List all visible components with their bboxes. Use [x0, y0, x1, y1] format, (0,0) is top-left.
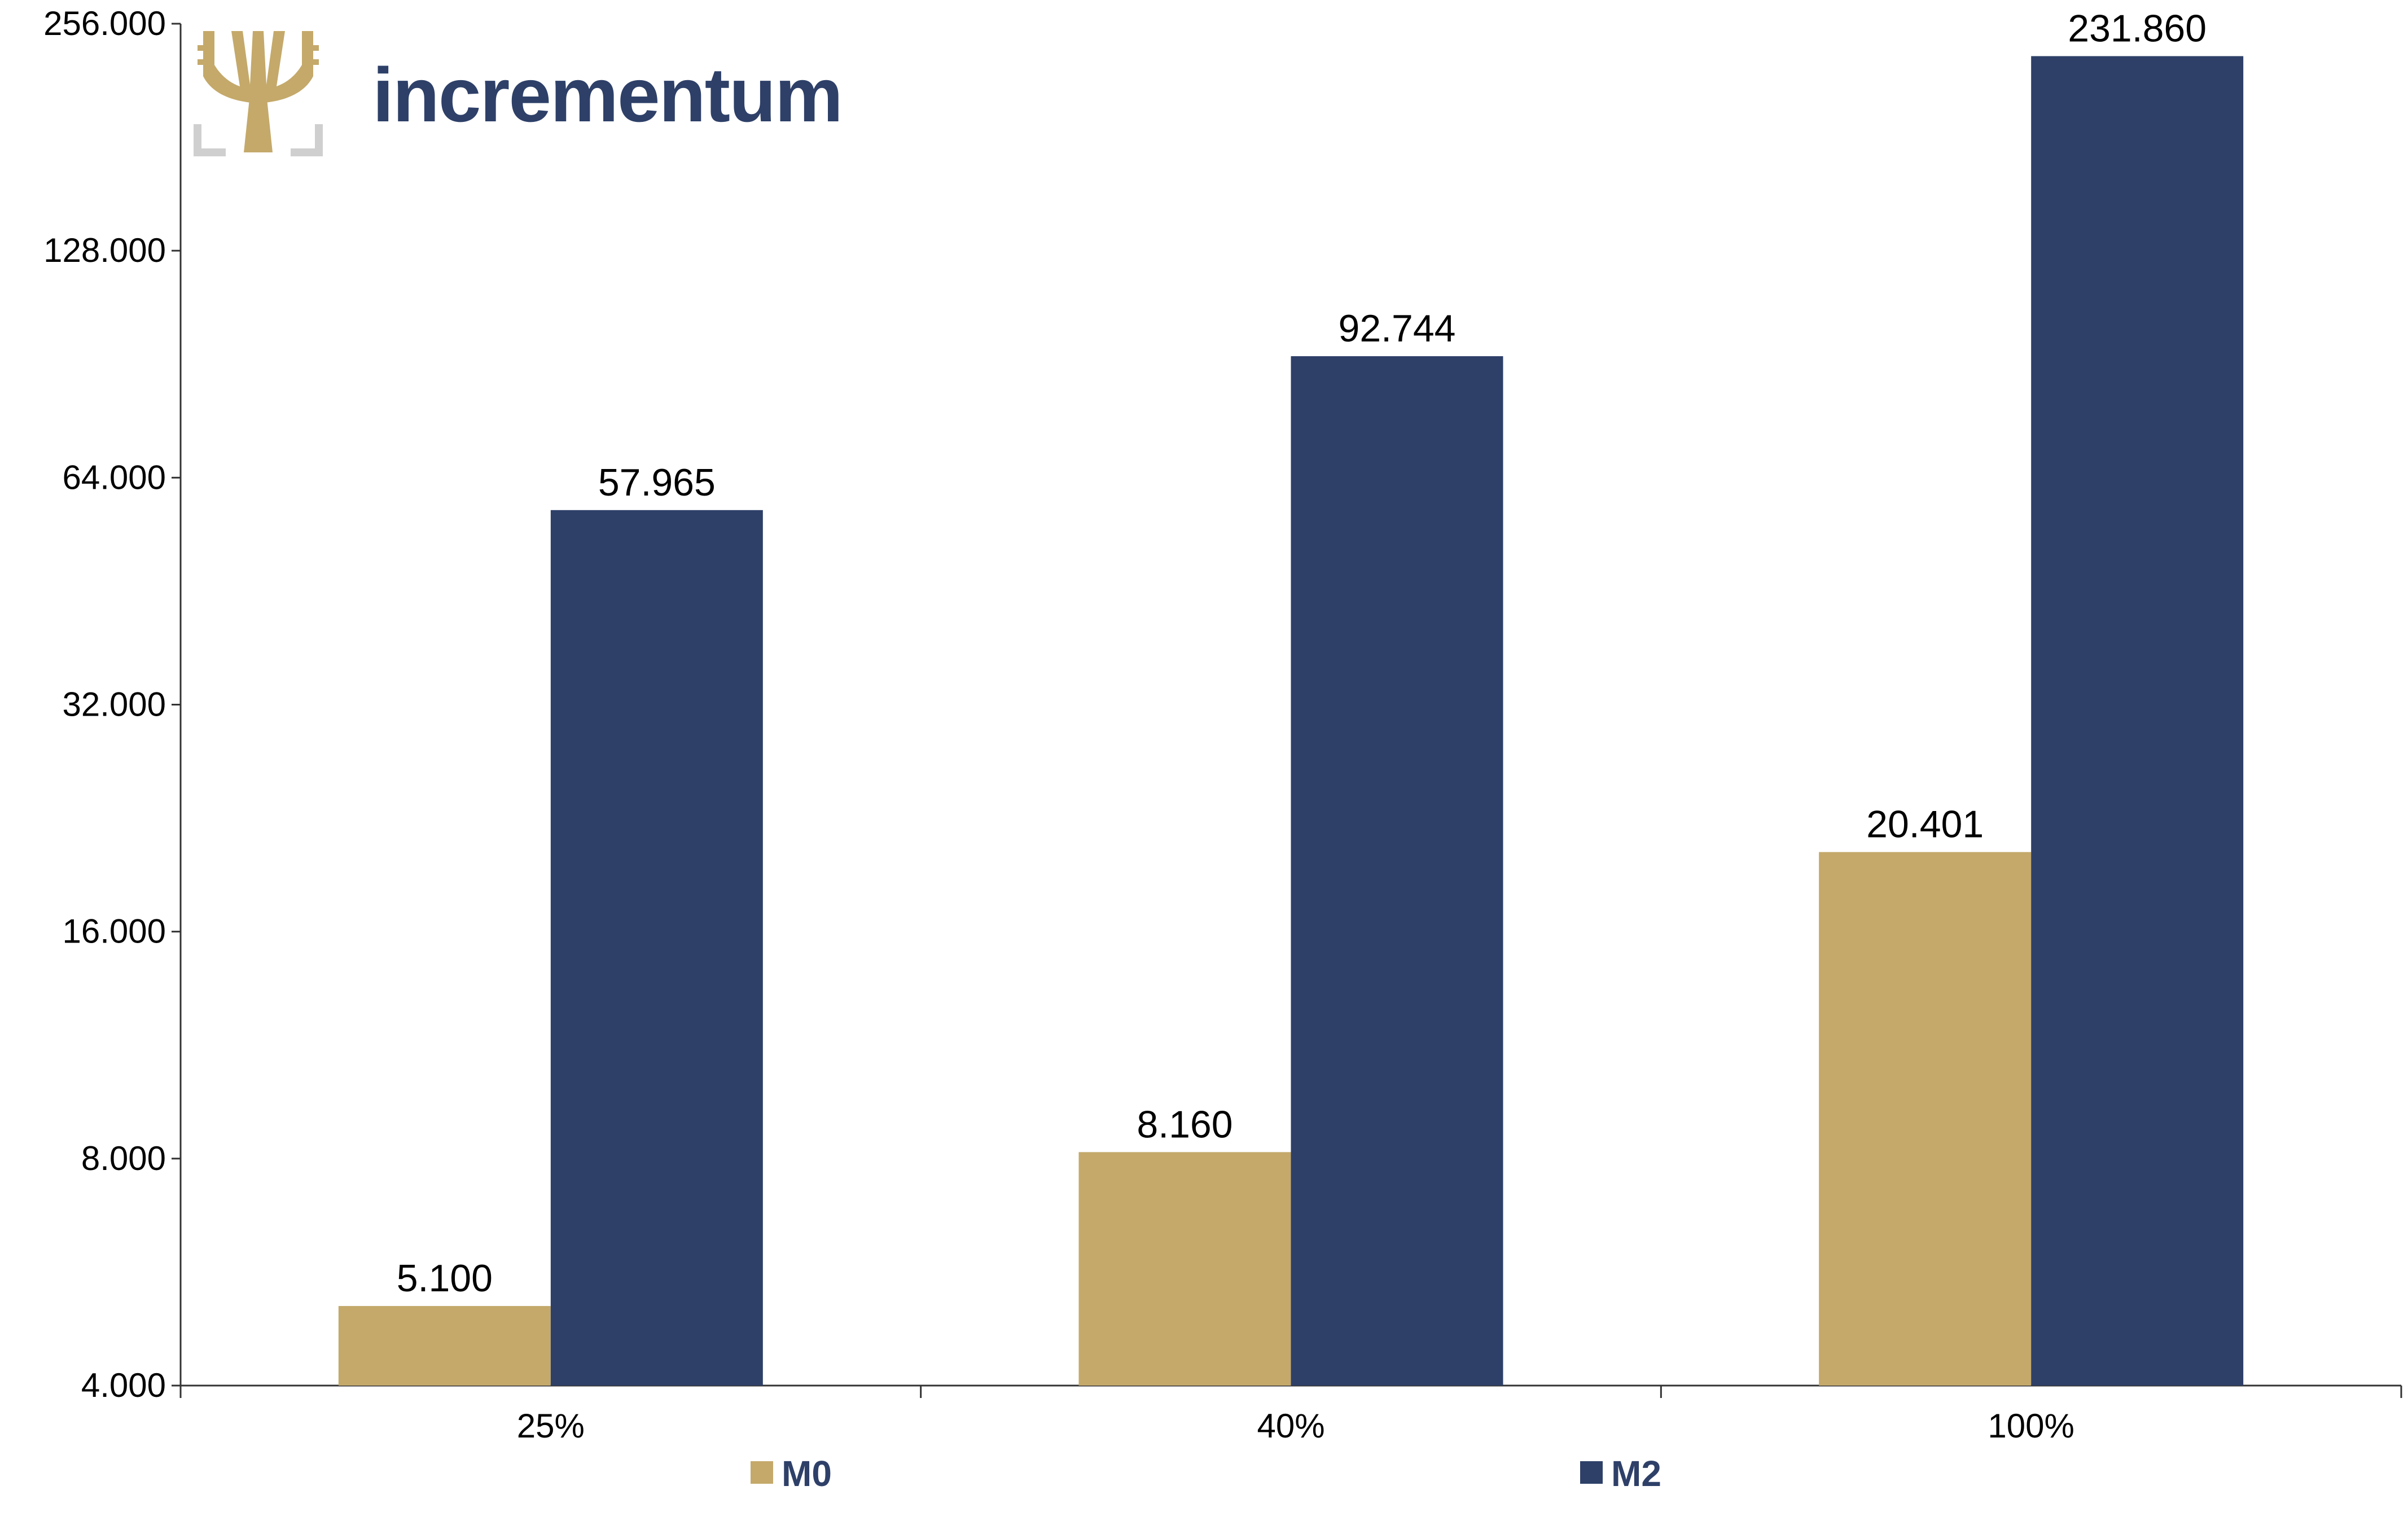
bar-m0 [338, 1306, 551, 1386]
legend-item-m2: M2 [1580, 1453, 1661, 1494]
bar-m2 [550, 510, 763, 1386]
data-label-m2: 231.860 [2068, 7, 2207, 50]
data-label-m2: 92.744 [1339, 307, 1456, 350]
brand-name: incrementum [372, 52, 842, 138]
bar-m2 [1291, 356, 1503, 1386]
legend-swatch [1580, 1461, 1603, 1484]
y-tick-label: 8.000 [81, 1139, 166, 1177]
bar-m0 [1819, 852, 2032, 1386]
legend-label: M0 [782, 1453, 832, 1494]
y-tick-label: 4.000 [81, 1366, 166, 1404]
bar-m0 [1078, 1152, 1291, 1386]
y-tick-label: 16.000 [62, 913, 166, 950]
bar-m2 [2031, 56, 2244, 1386]
brand-logo: incrementum [194, 31, 843, 156]
data-label-m0: 8.160 [1137, 1103, 1232, 1146]
tree-logo-icon [194, 31, 323, 156]
data-label-m2: 57.965 [598, 461, 716, 504]
legend-swatch [751, 1461, 773, 1484]
chart-bars [338, 56, 2244, 1386]
chart-legend: M0 M2 [751, 1453, 1661, 1494]
y-tick-label: 32.000 [62, 686, 166, 724]
chart-axes: 4.000 8.000 16.000 32.000 64.000 128.000 256.0… [43, 5, 2402, 1445]
legend-item-m0: M0 [751, 1453, 832, 1494]
legend-label: M2 [1611, 1453, 1661, 1494]
y-tick-label: 64.000 [62, 458, 166, 496]
x-tick-label: 100% [1988, 1407, 2074, 1445]
data-label-m0: 5.100 [397, 1257, 493, 1300]
y-tick-label: 128.000 [43, 231, 166, 269]
x-tick-label: 40% [1257, 1407, 1324, 1445]
y-tick-label: 256.000 [43, 5, 166, 42]
data-label-m0: 20.401 [1866, 803, 1984, 846]
x-tick-label: 25% [517, 1407, 585, 1445]
chart-data-labels: 5.100 57.965 8.160 92.744 20.401 231.860 [397, 7, 2207, 1300]
